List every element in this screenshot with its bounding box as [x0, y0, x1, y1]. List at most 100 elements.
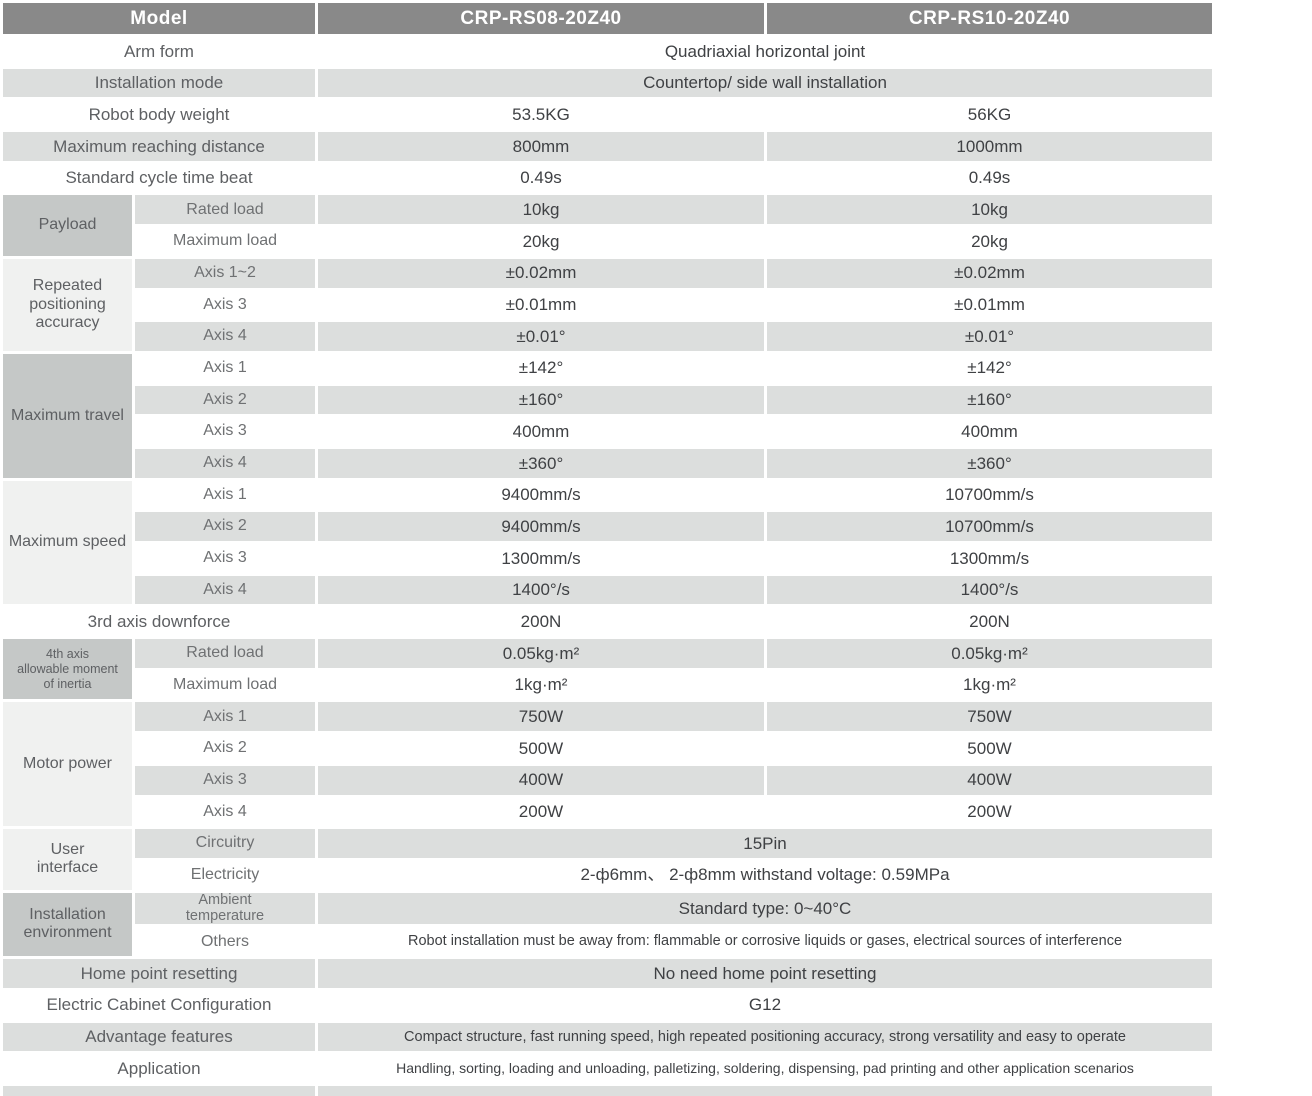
- others-label: Others: [200, 932, 249, 950]
- installation-mode-value: Countertop/ side wall installation: [318, 68, 1212, 98]
- electric-cabinet-configuration-label: Electric Cabinet Configuration: [46, 995, 272, 1015]
- third-axis-downforce-rs10: 200N: [969, 611, 1010, 631]
- accuracy-axis-4-rs10: ±0.01°: [767, 322, 1212, 351]
- user-interface-group-label: User interface: [3, 829, 132, 890]
- electric-cabinet-configuration-value: G12: [748, 995, 782, 1015]
- speed-axis-2-rs10: 10700mm/s: [767, 512, 1212, 541]
- third-axis-downforce-label: 3rd axis downforce: [87, 611, 231, 631]
- application-value: Handling, sorting, loading and unloading…: [396, 1060, 1134, 1077]
- accuracy-axis-3-label: Axis 3: [203, 295, 247, 313]
- travel-axis-4-rs10: ±360°: [767, 448, 1212, 478]
- row-application: Application Handling, sorting, loading a…: [3, 1054, 1212, 1083]
- motor-axis-2-label: Axis 2: [203, 739, 247, 757]
- accuracy-axis-1-2-label: Axis 1~2: [135, 258, 315, 288]
- row-partial-bottom: [3, 1085, 1212, 1096]
- travel-group-label: Maximum travel: [3, 353, 132, 478]
- row-accuracy-axis-3: Axis 3 ±0.01mm ±0.01mm: [3, 291, 1212, 320]
- payload-maximum-load-rs10: 20kg: [971, 231, 1008, 251]
- row-circuitry: User interface Circuitry 15Pin: [3, 829, 1212, 890]
- spec-table: Model CRP-RS08-20Z40 CRP-RS10-20Z40 Arm …: [3, 3, 1212, 1096]
- row-others: Others Robot installation must be away f…: [3, 927, 1212, 956]
- accuracy-axis-4-rs08: ±0.01°: [318, 322, 764, 351]
- advantage-features-label: Advantage features: [3, 1022, 315, 1052]
- ambient-temperature-value: Standard type: 0~40°C: [318, 892, 1212, 925]
- header-model-rs08: CRP-RS08-20Z40: [318, 3, 764, 34]
- row-motor-axis-3: Axis 3 400W 400W: [3, 765, 1212, 795]
- travel-axis-1-rs10: ±142°: [967, 358, 1012, 378]
- circuitry-label: Circuitry: [135, 829, 315, 858]
- row-travel-axis-1: Maximum travel Axis 1 ±142° ±142°: [3, 353, 1212, 478]
- payload-rated-load-rs10: 10kg: [767, 195, 1212, 225]
- robot-body-weight-label: Robot body weight: [88, 104, 230, 124]
- speed-axis-1-label: Axis 1: [203, 485, 247, 503]
- maximum-reaching-distance-rs08: 800mm: [318, 132, 764, 161]
- row-third-axis-downforce: 3rd axis downforce 200N 200N: [3, 607, 1212, 636]
- partial-bottom-value: [318, 1085, 1212, 1096]
- accuracy-axis-3-rs08: ±0.01mm: [505, 295, 577, 315]
- row-advantage-features: Advantage features Compact structure, fa…: [3, 1022, 1212, 1052]
- row-speed-axis-4: Axis 4 1400°/s 1400°/s: [3, 575, 1212, 605]
- home-point-resetting-label: Home point resetting: [3, 959, 315, 988]
- robot-body-weight-rs08: 53.5KG: [512, 104, 570, 124]
- table-header-row: Model CRP-RS08-20Z40 CRP-RS10-20Z40: [3, 3, 1212, 34]
- motor-axis-1-label: Axis 1: [135, 702, 315, 732]
- home-point-resetting-value: No need home point resetting: [318, 959, 1212, 988]
- inertia-group-label: 4th axis allowable moment of inertia: [3, 639, 132, 700]
- row-travel-axis-2: Axis 2 ±160° ±160°: [3, 385, 1212, 415]
- accuracy-axis-3-rs10: ±0.01mm: [954, 295, 1025, 315]
- row-accuracy-axis-1-2: Repeated positioning accuracy Axis 1~2 ±…: [3, 258, 1212, 351]
- payload-rated-load-label: Rated load: [135, 195, 315, 225]
- motor-axis-2-rs08: 500W: [518, 738, 564, 758]
- motor-axis-3-rs08: 400W: [318, 765, 764, 795]
- row-robot-body-weight: Robot body weight 53.5KG 56KG: [3, 100, 1212, 129]
- maximum-reaching-distance-rs10: 1000mm: [767, 132, 1212, 161]
- speed-axis-2-rs08: 9400mm/s: [318, 512, 764, 541]
- motor-axis-4-rs08: 200W: [518, 802, 564, 822]
- payload-maximum-load-label: Maximum load: [172, 232, 278, 250]
- row-electricity: Electricity 2-ф6mm、 2-ф8mm withstand vol…: [3, 861, 1212, 890]
- inertia-maximum-load-label: Maximum load: [172, 675, 278, 693]
- speed-axis-4-rs10: 1400°/s: [767, 575, 1212, 605]
- travel-axis-1-rs08: ±142°: [518, 358, 564, 378]
- maximum-reaching-distance-label: Maximum reaching distance: [3, 132, 315, 161]
- standard-cycle-time-beat-rs10: 0.49s: [968, 168, 1011, 188]
- electricity-label: Electricity: [190, 866, 260, 884]
- travel-axis-4-label: Axis 4: [135, 448, 315, 478]
- travel-axis-3-label: Axis 3: [203, 422, 247, 440]
- motor-axis-4-rs10: 200W: [967, 802, 1012, 822]
- row-travel-axis-4: Axis 4 ±360° ±360°: [3, 448, 1212, 478]
- partial-bottom-label: [3, 1085, 315, 1096]
- speed-axis-4-label: Axis 4: [135, 575, 315, 605]
- third-axis-downforce-rs08: 200N: [520, 611, 562, 631]
- row-accuracy-axis-4: Axis 4 ±0.01° ±0.01°: [3, 322, 1212, 351]
- motor-axis-1-rs10: 750W: [767, 702, 1212, 732]
- speed-axis-1-rs08: 9400mm/s: [501, 485, 581, 505]
- row-motor-axis-1: Motor power Axis 1 750W 750W: [3, 702, 1212, 827]
- row-arm-form: Arm form Quadriaxial horizontal joint: [3, 37, 1212, 66]
- travel-axis-3-rs08: 400mm: [512, 421, 570, 441]
- payload-rated-load-rs08: 10kg: [318, 195, 764, 225]
- speed-axis-4-rs08: 1400°/s: [318, 575, 764, 605]
- row-payload-rated-load: Payload Rated load 10kg 10kg: [3, 195, 1212, 256]
- speed-group-label: Maximum speed: [3, 480, 132, 605]
- row-speed-axis-3: Axis 3 1300mm/s 1300mm/s: [3, 544, 1212, 573]
- motor-axis-1-rs08: 750W: [318, 702, 764, 732]
- travel-axis-2-label: Axis 2: [135, 385, 315, 415]
- electricity-value: 2-ф6mm、 2-ф8mm withstand voltage: 0.59MP…: [580, 865, 950, 885]
- row-motor-axis-4: Axis 4 200W 200W: [3, 798, 1212, 827]
- row-maximum-reaching-distance: Maximum reaching distance 800mm 1000mm: [3, 132, 1212, 161]
- motor-axis-3-label: Axis 3: [135, 765, 315, 795]
- accuracy-axis-4-label: Axis 4: [135, 322, 315, 351]
- inertia-rated-load-rs10: 0.05kg·m²: [767, 639, 1212, 668]
- standard-cycle-time-beat-rs08: 0.49s: [520, 168, 562, 188]
- arm-form-value: Quadriaxial horizontal joint: [664, 41, 866, 61]
- speed-axis-3-label: Axis 3: [203, 549, 247, 567]
- header-model: Model: [3, 3, 315, 34]
- header-model-rs10: CRP-RS10-20Z40: [767, 3, 1212, 34]
- motor-power-group-label: Motor power: [3, 702, 132, 827]
- travel-axis-4-rs08: ±360°: [318, 448, 764, 478]
- accuracy-group-label: Repeated positioning accuracy: [3, 258, 132, 351]
- speed-axis-1-rs10: 10700mm/s: [945, 485, 1034, 505]
- travel-axis-2-rs10: ±160°: [767, 385, 1212, 415]
- accuracy-axis-1-2-rs10: ±0.02mm: [767, 258, 1212, 288]
